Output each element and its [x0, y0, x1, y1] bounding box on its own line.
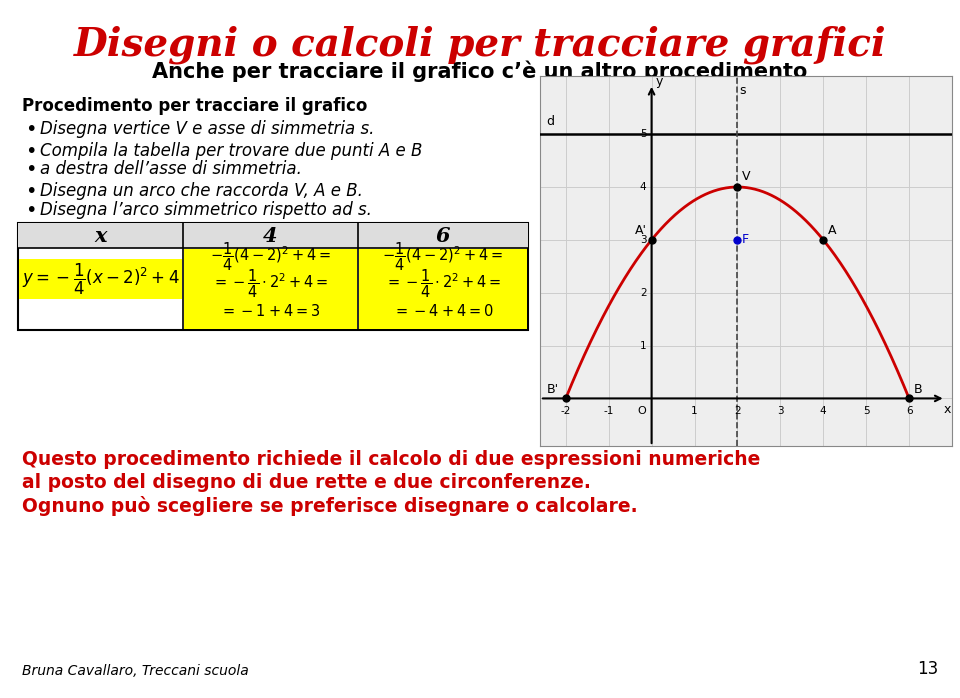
- Text: Disegna un arco che raccorda V, A e B.: Disegna un arco che raccorda V, A e B.: [40, 182, 363, 200]
- Text: $=-\dfrac{1}{4}\cdot2^{2}+4=$: $=-\dfrac{1}{4}\cdot2^{2}+4=$: [212, 268, 328, 300]
- Text: 6: 6: [436, 225, 450, 246]
- Text: s: s: [739, 84, 746, 97]
- Text: Ognuno può scegliere se preferisce disegnare o calcolare.: Ognuno può scegliere se preferisce diseg…: [22, 496, 637, 516]
- Text: Procedimento per tracciare il grafico: Procedimento per tracciare il grafico: [22, 97, 368, 115]
- Text: •: •: [25, 182, 36, 201]
- Text: a destra dell’asse di simmetria.: a destra dell’asse di simmetria.: [40, 160, 301, 178]
- Text: V: V: [742, 170, 750, 183]
- Text: $y=-\dfrac{1}{4}(x-2)^{2}+4$: $y=-\dfrac{1}{4}(x-2)^{2}+4$: [22, 261, 180, 297]
- Text: y: y: [656, 75, 663, 88]
- Text: x: x: [94, 225, 107, 246]
- Text: A': A': [635, 224, 646, 237]
- Text: Questo procedimento richiede il calcolo di due espressioni numeriche: Questo procedimento richiede il calcolo …: [22, 450, 760, 469]
- Bar: [19, 259, 182, 299]
- Bar: [18, 223, 528, 248]
- Bar: [359, 249, 527, 329]
- Text: d: d: [546, 114, 555, 128]
- Text: •: •: [25, 201, 36, 220]
- Text: 2: 2: [639, 288, 646, 298]
- Text: Disegna vertice V e asse di simmetria s.: Disegna vertice V e asse di simmetria s.: [40, 120, 374, 138]
- Text: 4: 4: [820, 406, 827, 417]
- Text: Compila la tabella per trovare due punti A e B: Compila la tabella per trovare due punti…: [40, 142, 422, 160]
- Text: $=-1+4=3$: $=-1+4=3$: [220, 303, 321, 319]
- Text: Disegni o calcoli per tracciare grafici: Disegni o calcoli per tracciare grafici: [74, 26, 886, 64]
- Text: $=-\dfrac{1}{4}\cdot2^{2}+4=$: $=-\dfrac{1}{4}\cdot2^{2}+4=$: [385, 268, 501, 300]
- Text: •: •: [25, 120, 36, 139]
- Text: -1: -1: [604, 406, 613, 417]
- Text: B': B': [546, 383, 559, 396]
- Text: Disegna l’arco simmetrico rispetto ad s.: Disegna l’arco simmetrico rispetto ad s.: [40, 201, 372, 219]
- Text: 1: 1: [639, 341, 646, 350]
- Text: •: •: [25, 142, 36, 161]
- Text: 5: 5: [863, 406, 870, 417]
- Text: $-\dfrac{1}{4}(4-2)^{2}+4=$: $-\dfrac{1}{4}(4-2)^{2}+4=$: [210, 241, 331, 274]
- Text: 13: 13: [917, 660, 938, 678]
- Text: al posto del disegno di due rette e due circonferenze.: al posto del disegno di due rette e due …: [22, 473, 590, 492]
- Text: 3: 3: [639, 235, 646, 245]
- Text: -2: -2: [561, 406, 571, 417]
- Text: 3: 3: [777, 406, 783, 417]
- Text: x: x: [944, 403, 951, 415]
- Bar: [184, 249, 357, 329]
- Text: B: B: [913, 383, 922, 396]
- Text: A: A: [828, 224, 836, 237]
- Text: 6: 6: [906, 406, 912, 417]
- Text: Bruna Cavallaro, Treccani scuola: Bruna Cavallaro, Treccani scuola: [22, 664, 249, 678]
- Text: 2: 2: [734, 406, 741, 417]
- Text: F: F: [742, 233, 749, 246]
- Text: $-\dfrac{1}{4}(4-2)^{2}+4=$: $-\dfrac{1}{4}(4-2)^{2}+4=$: [382, 241, 504, 274]
- Text: 5: 5: [639, 129, 646, 139]
- Text: 4: 4: [263, 225, 277, 246]
- Text: $=-4+4=0$: $=-4+4=0$: [393, 303, 493, 319]
- Text: 1: 1: [691, 406, 698, 417]
- Bar: [18, 223, 528, 330]
- Text: Anche per tracciare il grafico c’è un altro procedimento: Anche per tracciare il grafico c’è un al…: [153, 61, 807, 82]
- Text: O: O: [637, 406, 646, 417]
- Text: •: •: [25, 160, 36, 179]
- Text: 4: 4: [639, 182, 646, 192]
